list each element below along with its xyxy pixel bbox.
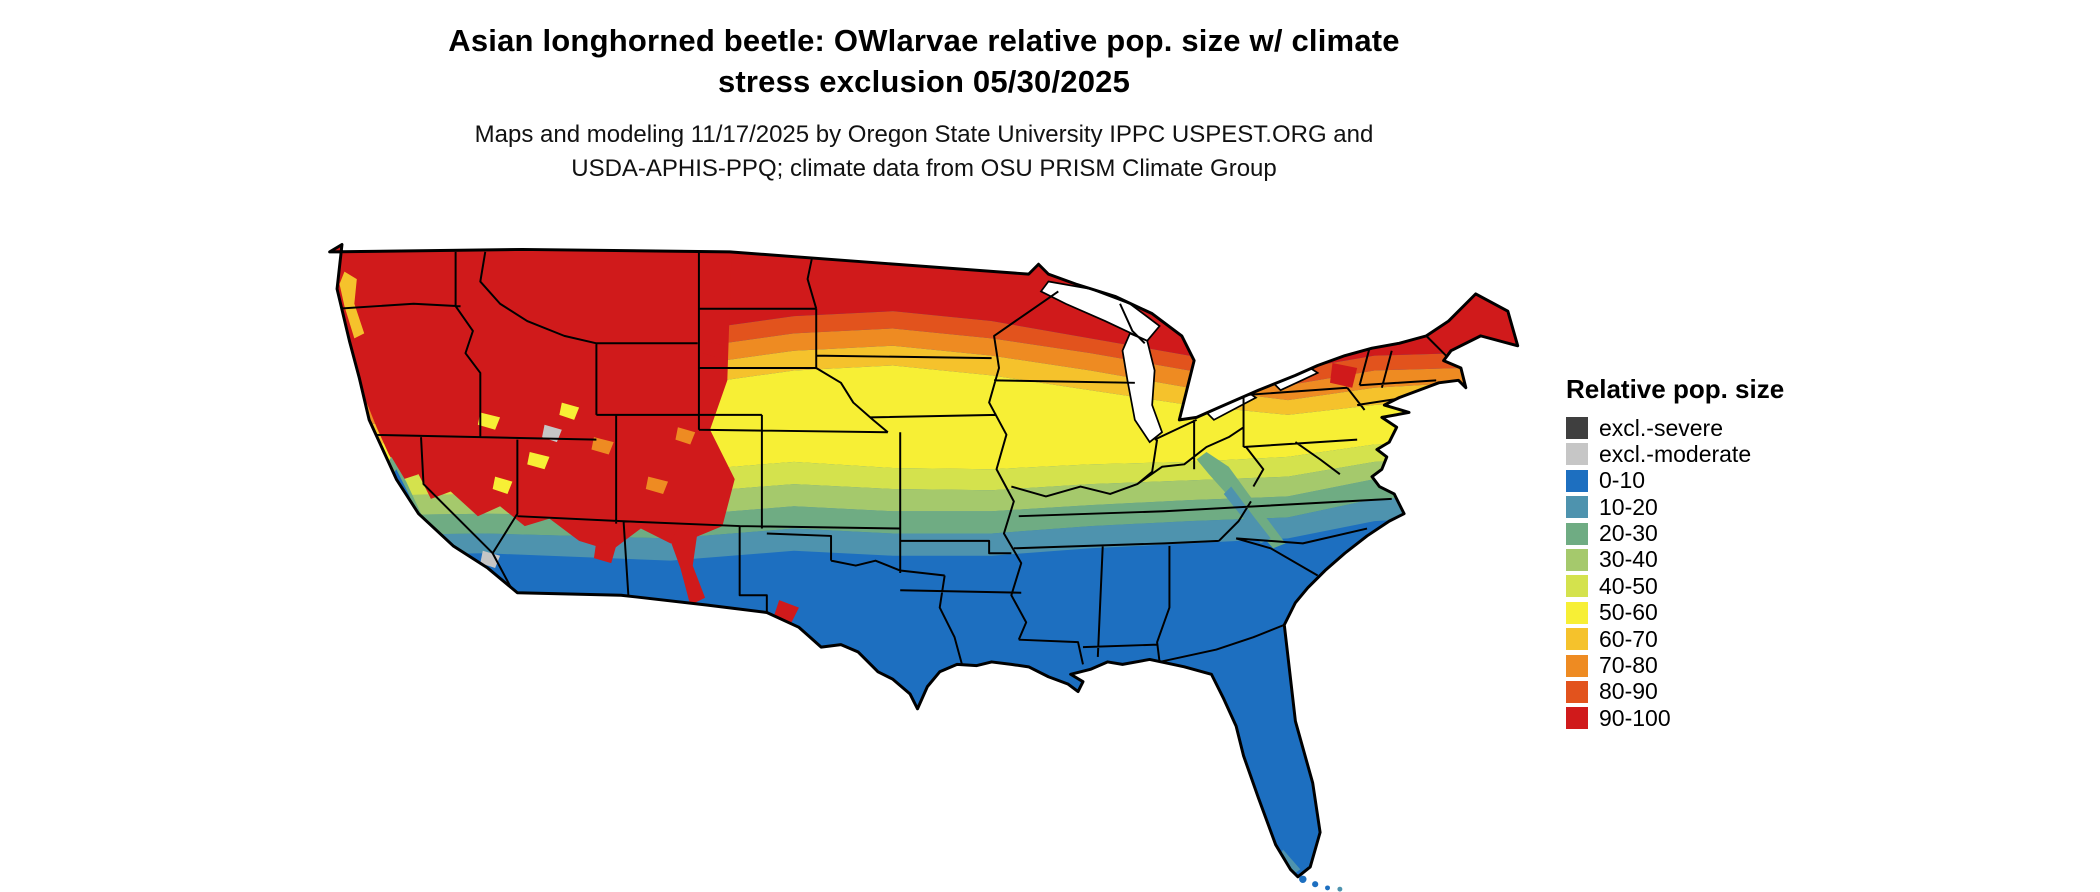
legend-label: 70-80 bbox=[1599, 652, 1658, 679]
adirondacks-red bbox=[1329, 363, 1358, 388]
legend-item-90-100: 90-100 bbox=[1566, 704, 1866, 731]
new-mexico-red-tongue bbox=[670, 528, 706, 606]
keys-dot bbox=[1325, 885, 1330, 891]
lake-michigan bbox=[1121, 332, 1164, 444]
keys-dot bbox=[1299, 875, 1307, 883]
legend-swatch bbox=[1566, 548, 1588, 571]
legend-swatch bbox=[1566, 575, 1588, 598]
legend-item-60-70: 60-70 bbox=[1566, 625, 1866, 652]
western-mountains-high-region bbox=[329, 244, 735, 551]
legend-label: 50-60 bbox=[1599, 599, 1658, 626]
legend-swatch bbox=[1566, 417, 1588, 439]
legend-item-0-10: 0-10 bbox=[1566, 467, 1866, 494]
subtitle-line-2: USDA-APHIS-PPQ; climate data from OSU PR… bbox=[571, 155, 1277, 182]
legend-item-40-50: 40-50 bbox=[1566, 572, 1866, 599]
salton-exclusion-patch bbox=[480, 550, 501, 569]
legend-label: 30-40 bbox=[1599, 546, 1658, 573]
legend-label: 0-10 bbox=[1599, 467, 1646, 494]
title-line-2: stress exclusion 05/30/2025 bbox=[717, 64, 1131, 99]
legend-label: 10-20 bbox=[1599, 493, 1658, 520]
figure-subtitle: Maps and modeling 11/17/2025 by Oregon S… bbox=[324, 118, 1524, 186]
legend-item-80-90: 80-90 bbox=[1566, 678, 1866, 705]
legend-label: excl.-moderate bbox=[1599, 440, 1752, 467]
legend-label: 20-30 bbox=[1599, 520, 1658, 547]
utah-colorado-orange-patches bbox=[591, 427, 696, 494]
legend-label: 40-50 bbox=[1599, 572, 1658, 599]
arizona-sky-island-red bbox=[593, 540, 617, 564]
legend-label: 90-100 bbox=[1599, 704, 1671, 731]
great-basin-yellow-patches bbox=[477, 402, 580, 494]
national-outline bbox=[328, 243, 1520, 879]
legend-item-30-40: 30-40 bbox=[1566, 546, 1866, 573]
appalachians-teal-core bbox=[1223, 486, 1271, 544]
legend: Relative pop. size excl.-severe excl.-mod… bbox=[1566, 374, 1866, 734]
west-texas-mountains-red bbox=[774, 600, 799, 623]
legend-swatch bbox=[1566, 496, 1588, 519]
subtitle-line-1: Maps and modeling 11/17/2025 by Oregon S… bbox=[474, 121, 1374, 148]
us-choropleth-map bbox=[328, 243, 1520, 892]
map-fill-layers bbox=[329, 244, 1518, 877]
map-area bbox=[300, 232, 1535, 892]
legend-item-20-30: 20-30 bbox=[1566, 520, 1866, 547]
legend-swatch bbox=[1566, 443, 1588, 466]
legend-swatch bbox=[1566, 628, 1588, 651]
legend-item-50-60: 50-60 bbox=[1566, 599, 1866, 626]
legend-swatch bbox=[1566, 601, 1588, 624]
black-hills-red bbox=[702, 340, 725, 359]
legend-swatch bbox=[1566, 707, 1588, 730]
legend-label: excl.-severe bbox=[1599, 414, 1723, 441]
legend-swatch bbox=[1566, 522, 1588, 545]
legend-label: 60-70 bbox=[1599, 625, 1658, 652]
legend-title: Relative pop. size bbox=[1566, 374, 1785, 404]
legend-item-70-80: 70-80 bbox=[1566, 652, 1866, 679]
title-line-1: Asian longhorned beetle: OWlarvae relati… bbox=[448, 23, 1400, 58]
state-borders bbox=[336, 249, 1447, 665]
legend-label: 80-90 bbox=[1599, 678, 1658, 705]
florida-keys-dots bbox=[1299, 875, 1343, 892]
legend-item-10-20: 10-20 bbox=[1566, 493, 1866, 520]
legend-items: excl.-severe excl.-moderate 0-10 10-20 20-30… bbox=[1566, 414, 1866, 731]
lakes-layer bbox=[1039, 280, 1320, 444]
legend-item-excl-moderate: excl.-moderate bbox=[1566, 440, 1866, 467]
keys-dot bbox=[1337, 886, 1343, 892]
keys-dot bbox=[1312, 881, 1319, 888]
legend-swatch bbox=[1566, 469, 1588, 492]
pacific-northwest-valley-strip bbox=[339, 271, 365, 339]
legend-swatch bbox=[1566, 680, 1588, 703]
legend-item-excl-severe: excl.-severe bbox=[1566, 414, 1866, 441]
page-title: Asian longhorned beetle: OWlarvae relati… bbox=[324, 20, 1524, 102]
legend-swatch bbox=[1566, 654, 1588, 677]
